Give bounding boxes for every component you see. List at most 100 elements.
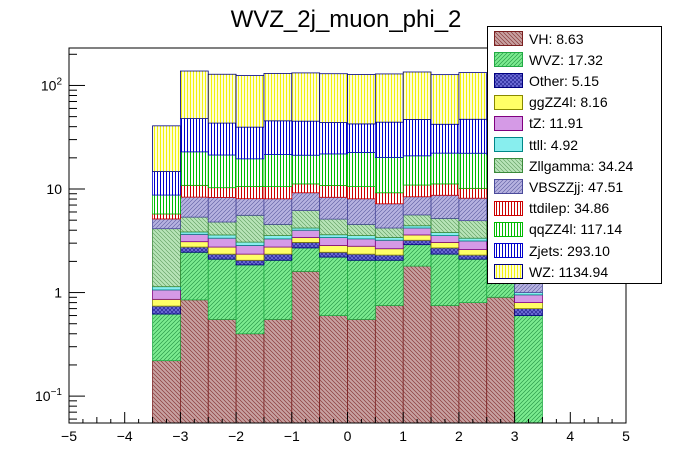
bar-other-bin-13: [514, 308, 543, 316]
bar-qqzz4l-bin-1: [179, 151, 209, 186]
x-tick-label: 0: [344, 428, 352, 444]
legend-swatch: [494, 115, 523, 131]
legend-item-qqzz4l: qqZZ4l: 117.14: [488, 219, 661, 240]
bar-zllgamma-bin-3: [235, 214, 265, 243]
bar-zllgamma-bin-6: [319, 218, 348, 236]
bar-wz-bin-4: [263, 73, 293, 122]
bar-tz-bin-3: [235, 245, 265, 255]
chart-title: WVZ_2j_muon_phi_2: [231, 6, 462, 33]
legend-swatch: [494, 243, 523, 258]
bar-vh-bin-5: [291, 271, 321, 424]
legend-label: qqZZ4l: 117.14: [529, 221, 623, 238]
legend-label: tZ: 11.91: [529, 115, 584, 132]
legend-swatch: [494, 264, 523, 280]
bar-other-bin-7: [347, 253, 376, 261]
legend: VH: 8.63 WVZ: 17.32 Other: 5.15 ggZZ4l: 8.1…: [487, 26, 662, 284]
bar-ggzz4l-bin-10: [430, 242, 460, 249]
legend-item-wz: WZ: 1134.94: [488, 261, 661, 282]
legend-swatch: [494, 158, 523, 174]
legend-item-tz: tZ: 11.91: [488, 113, 661, 134]
legend-item-ttdilep: ttdilep: 34.86: [488, 198, 661, 219]
bar-wvz-bin-6: [319, 256, 348, 316]
bar-vh-bin-6: [319, 315, 348, 424]
bar-zjets-bin-8: [374, 121, 404, 158]
bar-zjets-bin-11: [458, 118, 488, 154]
bar-ttdilep-bin-11: [458, 187, 488, 199]
bar-tz-bin-4: [263, 238, 293, 248]
bar-wz-bin-3: [235, 75, 265, 128]
bar-vbszzjj-bin-2: [207, 196, 237, 223]
legend-swatch: [494, 221, 523, 237]
bar-ggzz4l-bin-7: [347, 245, 376, 255]
bar-zjets-bin-3: [235, 126, 265, 160]
bar-qqzz4l-bin-5: [291, 154, 321, 185]
legend-swatch: [494, 31, 523, 46]
legend-swatch: [494, 94, 523, 110]
bar-ttdilep-bin-8: [374, 192, 404, 205]
x-tick-label: 1: [399, 428, 407, 444]
legend-swatch: [494, 52, 523, 68]
bar-tz-bin-5: [291, 229, 321, 238]
bar-vh-bin-4: [263, 319, 293, 424]
bar-wvz-bin-13: [514, 315, 543, 424]
bar-ttdilep-bin-5: [291, 183, 321, 194]
bar-other-bin-4: [263, 253, 293, 261]
bar-vbszzjj-bin-5: [291, 192, 321, 211]
bar-zllgamma-bin-9: [402, 214, 432, 227]
y-tick-label: 102: [41, 76, 63, 93]
legend-label: WVZ: 17.32: [529, 51, 603, 68]
legend-label: VH: 8.63: [529, 30, 584, 47]
bar-qqzz4l-bin-2: [207, 154, 237, 189]
legend-label: VBSZZjj: 47.51: [529, 178, 624, 195]
bar-vh-bin-11: [458, 302, 488, 424]
bar-tz-bin-0: [152, 289, 181, 300]
bar-qqzz4l-bin-6: [319, 153, 348, 186]
bar-zllgamma-bin-5: [291, 210, 321, 229]
bar-vbszzjj-bin-6: [319, 196, 348, 220]
bar-wz-bin-7: [347, 74, 376, 125]
y-tick-label: 1: [54, 285, 62, 301]
bar-other-bin-0: [152, 305, 181, 315]
bar-ggzz4l-bin-6: [319, 245, 348, 253]
bar-wvz-bin-3: [235, 264, 265, 335]
bar-qqzz4l-bin-0: [152, 194, 181, 215]
bar-ttll-bin-6: [319, 234, 348, 238]
bar-other-bin-10: [430, 247, 460, 255]
bar-wvz-bin-1: [179, 251, 209, 301]
bar-vbszzjj-bin-1: [179, 196, 209, 218]
bar-ttdilep-bin-0: [152, 213, 181, 220]
legend-label: Zjets: 293.10: [529, 242, 610, 259]
legend-item-other: Other: 5.15: [488, 70, 661, 91]
bar-zllgamma-bin-8: [374, 227, 404, 238]
bar-ttll-bin-3: [235, 241, 265, 246]
bar-zjets-bin-1: [179, 118, 209, 153]
bar-other-bin-6: [319, 251, 348, 258]
legend-item-vbszzjj: VBSZZjj: 47.51: [488, 176, 661, 197]
bar-ggzz4l-bin-13: [514, 302, 543, 310]
bar-ggzz4l-bin-1: [179, 241, 209, 248]
x-tick-label: −2: [228, 428, 244, 444]
bar-ggzz4l-bin-4: [263, 246, 293, 255]
legend-label: WZ: 1134.94: [529, 263, 609, 280]
bar-zjets-bin-7: [347, 123, 376, 153]
bar-vbszzjj-bin-4: [263, 198, 293, 225]
bar-wvz-bin-5: [291, 247, 321, 272]
bar-other-bin-5: [291, 242, 321, 249]
bar-vh-bin-3: [235, 333, 265, 424]
legend-item-vh: VH: 8.63: [488, 28, 661, 49]
bar-vbszzjj-bin-3: [235, 198, 265, 216]
bar-vh-bin-10: [430, 305, 460, 424]
bar-qqzz4l-bin-4: [263, 154, 293, 188]
bar-wz-bin-10: [430, 74, 460, 125]
bar-ttll-bin-0: [152, 286, 181, 291]
bar-tz-bin-13: [514, 294, 543, 303]
legend-item-ttll: ttll: 4.92: [488, 134, 661, 155]
bar-wz-bin-2: [207, 73, 237, 124]
bar-ggzz4l-bin-5: [291, 237, 321, 243]
legend-swatch: [494, 73, 523, 89]
x-tick-label: 4: [566, 428, 574, 444]
bar-ttdilep-bin-3: [235, 186, 265, 200]
bar-wz-bin-1: [179, 70, 209, 120]
bar-zjets-bin-5: [291, 120, 321, 156]
bar-vh-bin-1: [179, 299, 209, 424]
